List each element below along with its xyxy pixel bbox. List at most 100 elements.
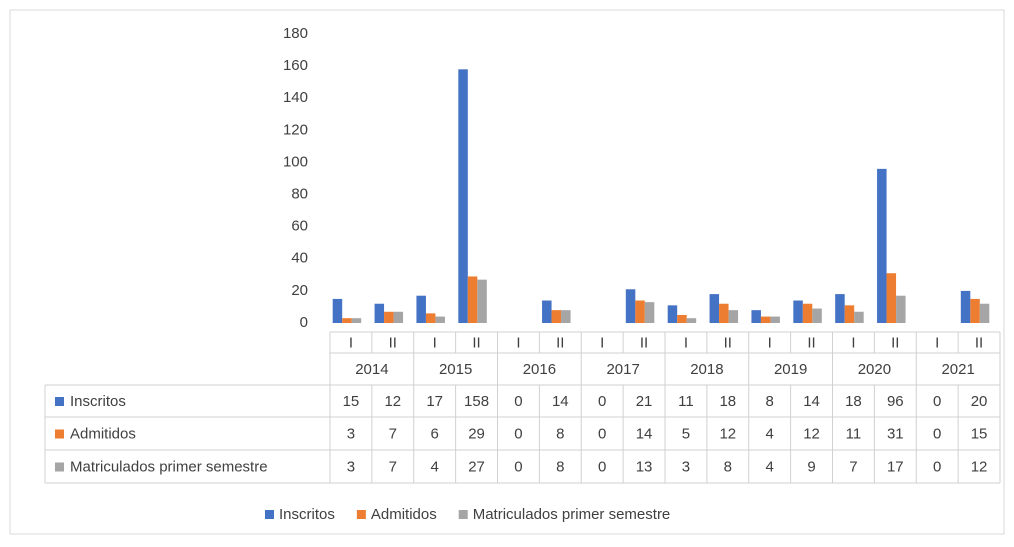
x-tick-label: I	[851, 334, 855, 351]
year-label: 2019	[774, 361, 807, 378]
table-cell: 17	[887, 458, 904, 475]
table-cell: 8	[766, 393, 774, 410]
bar	[467, 276, 478, 323]
bar	[970, 298, 980, 323]
table-cell: 8	[556, 458, 564, 475]
table-legend-key	[55, 397, 64, 406]
table-cell: 27	[468, 458, 485, 475]
bar	[709, 294, 720, 323]
table-cell: 14	[636, 425, 653, 442]
bar	[542, 300, 552, 323]
x-tick-label: II	[640, 334, 648, 351]
bar	[384, 311, 394, 323]
table-cell: 0	[933, 393, 941, 410]
bar	[979, 303, 990, 323]
year-label: 2017	[606, 361, 639, 378]
table-cell: 18	[845, 393, 862, 410]
bar	[770, 316, 780, 323]
bar	[886, 273, 897, 323]
bar	[760, 316, 771, 323]
y-tick-label: 140	[283, 89, 308, 106]
table-cell: 0	[598, 458, 606, 475]
table-cell: 158	[464, 393, 489, 410]
table-cell: 20	[971, 393, 988, 410]
bar	[793, 300, 803, 323]
table-legend-key	[55, 429, 64, 439]
y-tick-label: 180	[283, 25, 308, 42]
table-cell: 15	[343, 393, 360, 410]
table-cell: 17	[426, 393, 443, 410]
y-tick-label: 60	[291, 218, 308, 235]
x-tick-label: II	[975, 334, 983, 351]
bar	[551, 310, 562, 323]
x-tick-label: II	[724, 334, 732, 351]
y-tick-label: 100	[283, 153, 308, 170]
bar	[416, 295, 426, 323]
table-cell: 0	[514, 458, 522, 475]
bar	[561, 310, 571, 323]
bar	[458, 69, 468, 323]
table-cell: 14	[552, 393, 569, 410]
table-cell: 3	[347, 425, 355, 442]
table-cell: 0	[514, 425, 522, 442]
bar	[812, 308, 822, 323]
legend-key	[458, 510, 468, 519]
bar	[342, 318, 352, 323]
y-tick-label: 20	[291, 282, 308, 299]
table-cell: 3	[347, 458, 355, 475]
x-tick-label: I	[935, 334, 939, 351]
bar	[435, 316, 445, 323]
year-label: 2016	[523, 361, 556, 378]
table-cell: 7	[849, 458, 857, 475]
table-cell: 7	[389, 458, 397, 475]
table-cell: 9	[807, 458, 815, 475]
bar	[844, 305, 855, 323]
y-tick-label: 80	[291, 186, 308, 203]
bar	[425, 313, 436, 323]
table-cell: 0	[933, 458, 941, 475]
table-cell: 13	[636, 458, 653, 475]
table-cell: 12	[971, 458, 988, 475]
table-cell: 29	[468, 425, 485, 442]
table-cell: 11	[846, 425, 862, 442]
legend-key	[265, 510, 274, 519]
x-tick-label: II	[556, 334, 564, 351]
bar	[686, 318, 697, 323]
bar	[351, 318, 362, 323]
table-legend-key	[55, 462, 64, 472]
bar	[751, 310, 761, 323]
y-tick-label: 160	[283, 57, 308, 74]
x-tick-label: II	[807, 334, 815, 351]
table-cell: 8	[724, 458, 732, 475]
bar	[644, 302, 655, 323]
bar	[960, 290, 971, 323]
x-tick-label: I	[433, 334, 437, 351]
x-tick-label: I	[600, 334, 604, 351]
table-cell: 4	[431, 458, 439, 475]
year-label: 2020	[858, 361, 891, 378]
bar	[854, 311, 864, 323]
table-cell: 11	[678, 393, 694, 410]
year-label: 2018	[690, 361, 723, 378]
year-label: 2015	[439, 361, 472, 378]
table-cell: 4	[766, 425, 774, 442]
bar	[896, 295, 906, 323]
bar	[719, 303, 729, 323]
bar	[332, 298, 343, 323]
legend-label: Admitidos	[371, 506, 437, 523]
bar	[677, 314, 687, 323]
table-cell: 31	[887, 425, 904, 442]
bar	[477, 279, 487, 323]
bar	[835, 294, 845, 323]
table-cell: 8	[556, 425, 564, 442]
table-cell: 7	[389, 425, 397, 442]
legend-label: Inscritos	[279, 506, 335, 523]
table-row-label: Inscritos	[70, 393, 126, 410]
x-tick-label: I	[349, 334, 353, 351]
x-tick-label: I	[768, 334, 772, 351]
bar	[877, 168, 887, 323]
bar	[625, 289, 636, 323]
year-label: 2021	[941, 361, 974, 378]
table-cell: 0	[598, 425, 606, 442]
